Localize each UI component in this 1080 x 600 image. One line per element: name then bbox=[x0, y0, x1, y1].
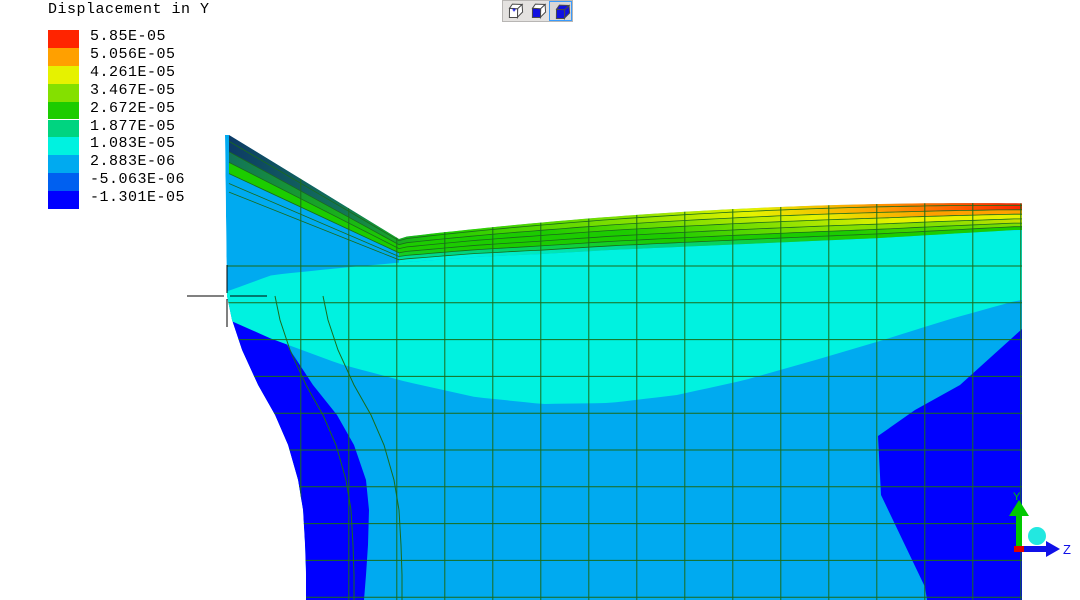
svg-text:Z: Z bbox=[1063, 542, 1071, 557]
svg-text:Y: Y bbox=[1013, 491, 1021, 503]
